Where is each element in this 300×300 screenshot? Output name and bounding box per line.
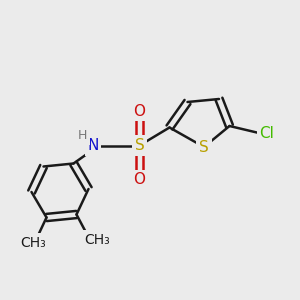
Text: O: O [134,103,146,118]
Text: O: O [134,172,146,188]
Text: N: N [87,138,99,153]
Text: S: S [135,138,144,153]
Text: S: S [199,140,209,154]
Text: CH₃: CH₃ [20,236,46,250]
Text: Cl: Cl [260,126,274,141]
Text: CH₃: CH₃ [85,233,110,247]
Text: H: H [78,129,87,142]
